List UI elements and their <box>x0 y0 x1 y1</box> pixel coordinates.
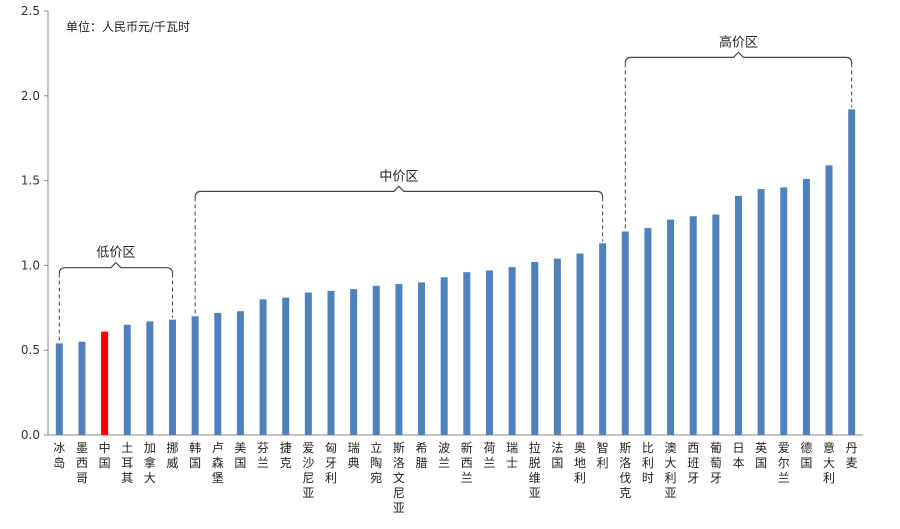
bar <box>146 321 154 435</box>
bar <box>236 311 244 435</box>
bar <box>282 297 290 435</box>
x-tick-label: 芬兰 <box>257 441 269 470</box>
zone-bracket <box>624 51 853 64</box>
y-tick-label: 2.0 <box>21 89 40 103</box>
bar <box>553 258 561 435</box>
x-tick-label: 拉脱维亚 <box>529 440 541 500</box>
bar <box>667 219 675 435</box>
x-tick-label: 新西兰 <box>461 440 473 485</box>
bar <box>304 292 312 435</box>
x-tick-label: 匈牙利 <box>325 441 337 485</box>
x-tick-label: 希腊 <box>416 440 428 470</box>
x-tick-label: 加拿大 <box>144 441 156 485</box>
x-tick-label: 瑞士 <box>506 441 518 470</box>
x-tick-label: 爱尔兰 <box>778 441 790 485</box>
price-zones: 低价区 中价区 高价区 <box>58 34 853 342</box>
y-tick-label: 2.5 <box>21 4 40 18</box>
zone-label: 中价区 <box>379 169 418 184</box>
price-zone: 中价区 <box>194 169 604 315</box>
bar <box>214 312 222 435</box>
bar <box>848 109 856 436</box>
x-tick-label: 法国 <box>551 441 563 470</box>
x-tick-label: 葡萄牙 <box>710 441 722 485</box>
x-tick-label: 智利 <box>597 440 609 470</box>
bar <box>644 228 652 435</box>
price-zone: 高价区 <box>624 34 853 230</box>
x-tick-label: 荷兰 <box>483 441 495 470</box>
bars <box>55 109 856 436</box>
bar <box>531 262 539 435</box>
x-tick-label: 韩国 <box>189 440 201 470</box>
zone-bracket <box>194 185 604 198</box>
bar <box>734 195 742 435</box>
x-tick-label: 英国 <box>755 441 767 470</box>
x-tick-label: 瑞典 <box>348 441 360 470</box>
bar <box>101 331 109 435</box>
zone-label: 低价区 <box>96 246 135 261</box>
x-tick-label: 澳大利亚 <box>665 441 677 500</box>
bar <box>395 284 403 435</box>
x-tick-label: 挪威 <box>167 441 179 470</box>
x-tick-label: 丹麦 <box>846 441 858 470</box>
x-tick-label: 日本 <box>732 441 744 470</box>
x-tick-label: 捷克 <box>280 441 292 470</box>
zone-label: 高价区 <box>719 34 758 50</box>
bar <box>712 214 720 435</box>
x-tick-label: 意大利 <box>823 440 835 485</box>
x-tick-label: 卢森堡 <box>212 440 224 485</box>
x-tick-label: 比利时 <box>642 441 654 485</box>
bar <box>418 282 426 435</box>
y-axis: 0.0 0.5 1.0 1.5 2.0 2.5 <box>21 4 863 442</box>
bar <box>757 189 765 435</box>
bar <box>327 290 335 435</box>
bar <box>440 277 448 435</box>
x-tick-label: 爱沙尼亚 <box>302 441 314 500</box>
bar <box>621 231 629 435</box>
bar <box>259 299 267 435</box>
y-tick-label: 0.0 <box>21 428 40 442</box>
bar <box>508 267 516 435</box>
x-tick-label: 土耳其 <box>121 441 133 485</box>
x-tick-label: 奥地利 <box>574 441 586 485</box>
unit-label: 单位：人民币元/千瓦时 <box>66 19 190 34</box>
x-tick-label: 墨西哥 <box>76 441 88 485</box>
y-tick-label: 1.0 <box>21 258 40 272</box>
price-zone: 低价区 <box>58 246 174 342</box>
y-tick-label: 0.5 <box>21 343 40 357</box>
bar <box>55 343 63 435</box>
bar <box>689 216 697 435</box>
bar <box>576 253 584 435</box>
x-tick-label: 斯洛伐克 <box>619 441 631 500</box>
x-tick-label: 波兰 <box>438 441 450 470</box>
x-tick-label: 立陶宛 <box>370 440 382 485</box>
x-tick-label: 德国 <box>800 440 812 470</box>
bar <box>123 324 131 435</box>
x-axis-labels: 冰岛墨西哥中国土耳其加拿大挪威韩国卢森堡美国芬兰捷克爱沙尼亚匈牙利瑞典立陶宛斯洛… <box>53 440 857 515</box>
x-tick-label: 美国 <box>234 441 246 470</box>
bar <box>169 319 177 435</box>
y-tick-label: 1.5 <box>21 174 40 188</box>
x-tick-label: 斯洛文尼亚 <box>393 441 405 515</box>
zone-bracket <box>58 261 174 274</box>
bar <box>825 165 833 435</box>
x-tick-label: 冰岛 <box>53 441 65 470</box>
bar <box>485 270 493 435</box>
bar <box>463 272 471 435</box>
bar <box>780 187 788 435</box>
bar <box>350 289 358 435</box>
x-tick-label: 西班牙 <box>687 441 699 485</box>
bar <box>78 341 86 435</box>
x-tick-label: 中国 <box>99 440 111 470</box>
bar <box>372 285 380 435</box>
bar <box>599 243 607 435</box>
bar <box>191 316 199 435</box>
bar <box>802 178 810 436</box>
